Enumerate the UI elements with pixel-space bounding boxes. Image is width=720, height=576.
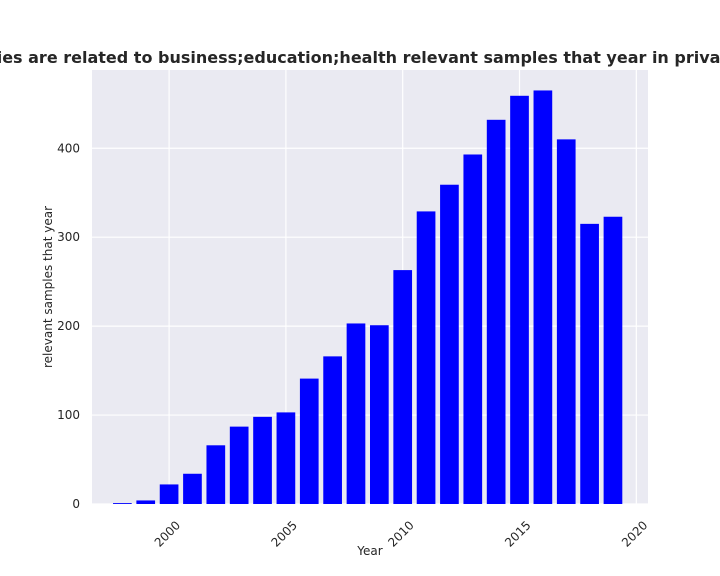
bar — [556, 139, 576, 505]
y-tick-label: 200 — [57, 319, 80, 333]
bar — [486, 119, 506, 504]
bar — [416, 211, 436, 504]
bar — [113, 503, 132, 504]
bar — [533, 90, 553, 504]
bar — [253, 416, 272, 504]
bar — [346, 323, 366, 504]
y-axis-label: relevant samples that year — [41, 206, 55, 368]
bar — [603, 216, 623, 504]
y-tick-label: 100 — [57, 408, 80, 422]
bar — [276, 412, 296, 504]
bar — [323, 356, 342, 504]
x-tick-label: 2015 — [502, 518, 533, 549]
x-tick-label: 2005 — [269, 518, 300, 549]
bar — [370, 325, 389, 504]
bar — [183, 473, 202, 504]
bar — [580, 223, 599, 504]
bar — [440, 184, 459, 504]
chart-title: Categories are related to business;educa… — [0, 48, 720, 67]
x-tick-label: 2010 — [385, 518, 416, 549]
bar — [136, 500, 156, 504]
x-tick-label: 2000 — [152, 518, 183, 549]
y-tick-label: 0 — [72, 497, 80, 511]
y-tick-label: 400 — [57, 141, 80, 155]
bar — [463, 154, 483, 504]
x-axis-label: Year — [356, 544, 382, 558]
x-tick-label: 2020 — [619, 518, 650, 549]
bar — [206, 445, 226, 504]
y-tick-label: 300 — [57, 230, 80, 244]
bar — [510, 95, 529, 504]
bar — [393, 270, 413, 504]
bar — [159, 484, 179, 504]
bar — [299, 378, 319, 504]
bars — [113, 90, 623, 505]
bar — [229, 426, 249, 504]
